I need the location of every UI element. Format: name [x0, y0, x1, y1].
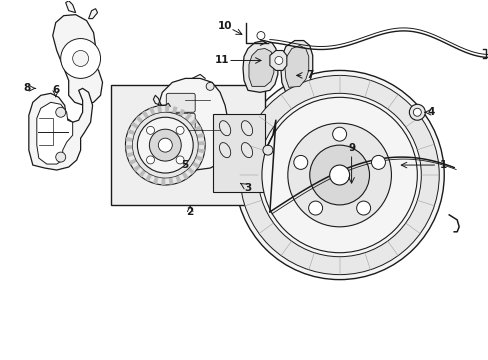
- Circle shape: [293, 156, 307, 169]
- Polygon shape: [142, 111, 148, 118]
- Polygon shape: [29, 88, 92, 170]
- Circle shape: [371, 156, 385, 169]
- Circle shape: [235, 71, 443, 280]
- Circle shape: [56, 152, 65, 162]
- FancyBboxPatch shape: [166, 93, 195, 112]
- Text: 4: 4: [427, 107, 434, 117]
- Circle shape: [329, 165, 349, 185]
- Text: 6: 6: [52, 85, 59, 95]
- Circle shape: [176, 126, 183, 134]
- Circle shape: [73, 50, 88, 67]
- Circle shape: [206, 82, 214, 90]
- Polygon shape: [165, 105, 169, 112]
- Polygon shape: [127, 129, 135, 135]
- Polygon shape: [130, 122, 139, 129]
- FancyBboxPatch shape: [110, 85, 264, 205]
- FancyBboxPatch shape: [213, 114, 264, 192]
- Polygon shape: [175, 175, 181, 183]
- Polygon shape: [133, 165, 141, 172]
- Polygon shape: [88, 9, 98, 19]
- Circle shape: [356, 201, 370, 215]
- Circle shape: [146, 156, 154, 164]
- Circle shape: [287, 123, 390, 227]
- Circle shape: [149, 129, 181, 161]
- Text: 1: 1: [439, 160, 446, 170]
- Polygon shape: [145, 174, 152, 181]
- Polygon shape: [280, 41, 312, 94]
- Polygon shape: [139, 170, 146, 177]
- Ellipse shape: [241, 143, 252, 158]
- Polygon shape: [37, 102, 73, 164]
- Circle shape: [125, 105, 205, 185]
- Circle shape: [256, 32, 264, 40]
- Polygon shape: [125, 145, 132, 149]
- Polygon shape: [153, 176, 158, 184]
- Text: 7: 7: [305, 71, 313, 80]
- Circle shape: [308, 201, 322, 215]
- FancyBboxPatch shape: [166, 113, 195, 152]
- Polygon shape: [125, 137, 133, 142]
- Ellipse shape: [241, 121, 252, 136]
- Polygon shape: [193, 125, 201, 132]
- Polygon shape: [178, 109, 185, 117]
- Polygon shape: [157, 105, 162, 113]
- Circle shape: [412, 108, 421, 116]
- Circle shape: [137, 117, 193, 173]
- Circle shape: [240, 75, 438, 275]
- Polygon shape: [168, 177, 173, 185]
- Polygon shape: [172, 106, 177, 114]
- Polygon shape: [197, 149, 204, 153]
- Ellipse shape: [219, 121, 230, 136]
- Polygon shape: [243, 41, 277, 92]
- Polygon shape: [269, 50, 286, 71]
- Circle shape: [132, 112, 198, 178]
- Polygon shape: [248, 49, 273, 86]
- Polygon shape: [53, 15, 102, 105]
- Polygon shape: [129, 158, 137, 165]
- Circle shape: [408, 104, 425, 120]
- Circle shape: [61, 39, 101, 78]
- Text: 10: 10: [217, 21, 232, 31]
- Polygon shape: [195, 155, 203, 161]
- Polygon shape: [196, 133, 204, 138]
- Text: 8: 8: [23, 84, 30, 93]
- Circle shape: [56, 107, 65, 117]
- Polygon shape: [158, 78, 227, 170]
- Text: 9: 9: [347, 143, 354, 153]
- Circle shape: [274, 57, 282, 64]
- Polygon shape: [161, 178, 165, 185]
- Ellipse shape: [219, 143, 230, 158]
- Text: 11: 11: [214, 55, 229, 66]
- Polygon shape: [191, 162, 200, 168]
- Polygon shape: [285, 45, 308, 87]
- Circle shape: [158, 138, 172, 152]
- Circle shape: [176, 156, 183, 164]
- Circle shape: [258, 93, 421, 257]
- Polygon shape: [126, 152, 134, 157]
- Polygon shape: [135, 116, 143, 123]
- Polygon shape: [149, 107, 155, 115]
- Circle shape: [332, 127, 346, 141]
- Text: 2: 2: [186, 207, 193, 217]
- Polygon shape: [184, 113, 192, 121]
- Circle shape: [263, 145, 272, 155]
- Text: 5: 5: [181, 160, 188, 170]
- Polygon shape: [187, 167, 195, 175]
- Polygon shape: [198, 141, 205, 145]
- Text: 3: 3: [244, 183, 251, 193]
- Polygon shape: [189, 118, 197, 126]
- Polygon shape: [182, 172, 188, 180]
- Circle shape: [146, 126, 154, 134]
- Polygon shape: [65, 1, 76, 13]
- Circle shape: [262, 97, 416, 253]
- Circle shape: [309, 145, 369, 205]
